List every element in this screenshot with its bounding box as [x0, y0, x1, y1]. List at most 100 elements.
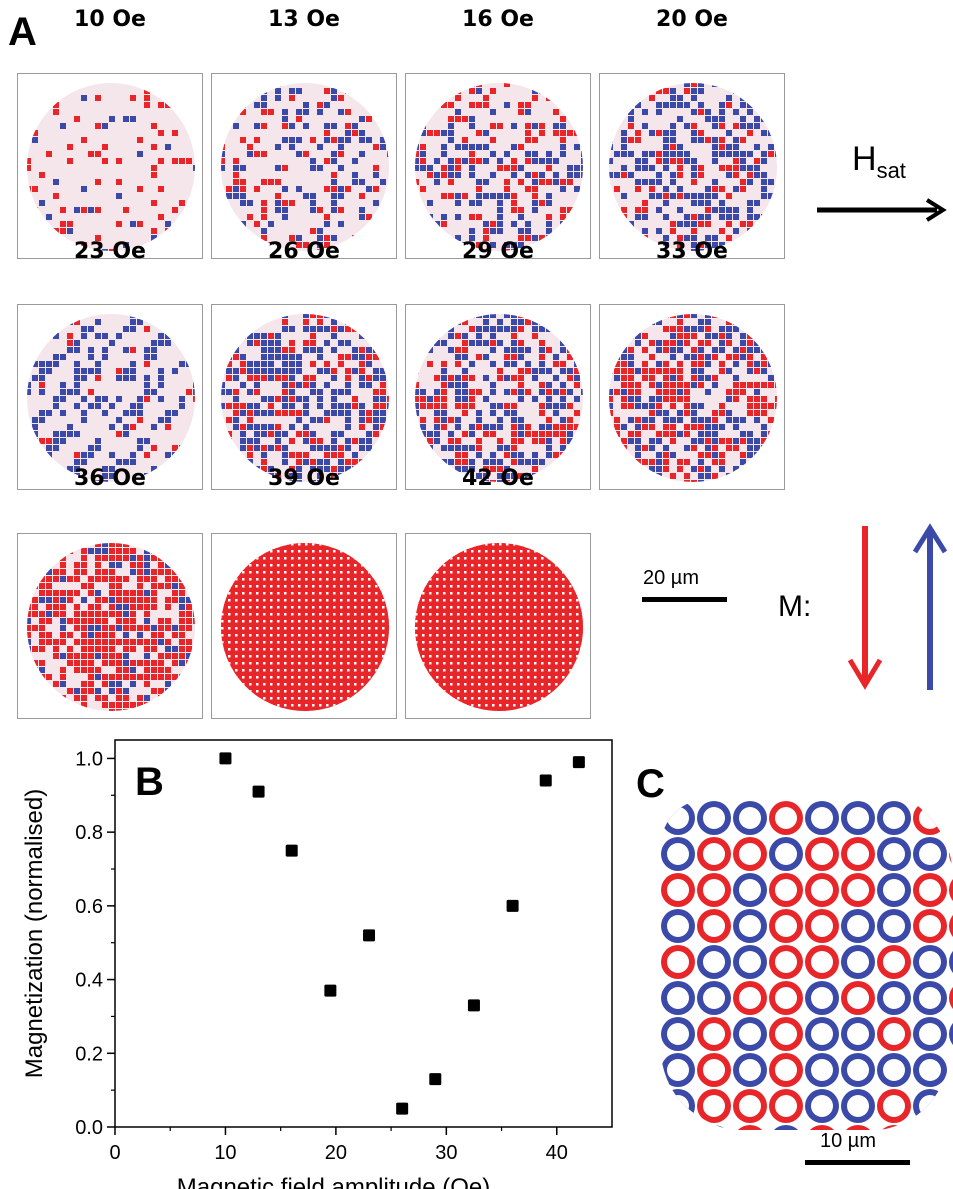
data-point — [539, 774, 552, 787]
y-tick-label: 0.4 — [75, 970, 103, 992]
hsat-sub: sat — [876, 157, 906, 183]
y-axis-label: Magnetization (normalised) — [21, 789, 48, 1078]
antidot-hole — [739, 915, 761, 937]
antidot-hole — [703, 987, 725, 1009]
field-label: 16 Oe — [462, 7, 534, 32]
domain-pattern — [221, 314, 389, 482]
domain-ring — [769, 1125, 803, 1130]
panel-label-c: C — [636, 762, 665, 806]
y-tick-label: 0.6 — [75, 896, 103, 918]
antidot-hole — [703, 879, 725, 901]
y-tick-label: 0.0 — [75, 1117, 103, 1139]
domain-ring — [949, 909, 953, 943]
field-label: 10 Oe — [74, 7, 146, 32]
antidot-hole — [739, 1059, 761, 1081]
antidot-hole — [883, 987, 905, 1009]
antidot-hole — [811, 843, 833, 865]
field-label: 33 Oe — [656, 239, 728, 264]
antidot-hole — [775, 915, 797, 937]
domain-ring — [733, 1125, 767, 1130]
data-point — [506, 899, 519, 912]
field-image — [211, 73, 397, 259]
antidot-hole — [919, 987, 941, 1009]
field-image — [211, 304, 397, 490]
antidot-hole — [703, 1059, 725, 1081]
antidot-hole — [883, 1095, 905, 1117]
domain-pattern — [415, 83, 583, 251]
antidot-hole — [739, 1095, 761, 1117]
antidot-hole — [811, 879, 833, 901]
field-image — [599, 304, 785, 490]
domain-ring — [913, 1125, 947, 1130]
field-image — [211, 533, 397, 719]
antidot-hole — [847, 951, 869, 973]
down-arrow-icon — [847, 526, 883, 690]
antidot-hole — [703, 1095, 725, 1117]
antidot-hole — [667, 987, 689, 1009]
field-label: 13 Oe — [268, 7, 340, 32]
antidot-hole — [847, 807, 869, 829]
domain-ring — [877, 1125, 911, 1130]
data-point — [219, 752, 232, 765]
field-label: 20 Oe — [656, 7, 728, 32]
antidot-hole — [883, 951, 905, 973]
antidot-hole — [739, 987, 761, 1009]
field-image — [17, 533, 203, 719]
field-image — [405, 533, 591, 719]
antidot-hole — [919, 1023, 941, 1045]
antidot-hole — [883, 807, 905, 829]
magnetization-chart: 0 10 20 30 40 0.0 0.2 0.4 0.6 0.8 1.0 Magnetic fiel… — [21, 739, 613, 1189]
domain-ring — [949, 801, 953, 835]
antidot-hole — [667, 843, 689, 865]
antidot-hole — [919, 879, 941, 901]
antidot-hole — [739, 1023, 761, 1045]
up-arrow-icon — [912, 523, 948, 690]
x-tick-label: 40 — [546, 1142, 568, 1164]
field-label: 39 Oe — [268, 466, 340, 491]
antidot-hole — [919, 915, 941, 937]
domain-pattern — [27, 543, 195, 711]
scalebar-a-label: 20 µm — [643, 567, 699, 589]
antidot-hole — [667, 915, 689, 937]
field-label: 23 Oe — [74, 239, 146, 264]
antidot-hole — [775, 1023, 797, 1045]
antidot-hole — [847, 1095, 869, 1117]
x-tick-label: 10 — [214, 1142, 236, 1164]
data-point — [467, 999, 480, 1012]
m-label: M: — [778, 590, 812, 623]
data-point — [396, 1102, 409, 1115]
field-image — [17, 73, 203, 259]
domain-pattern — [27, 314, 195, 482]
domain-ring — [949, 1125, 953, 1130]
field-label: 29 Oe — [462, 239, 534, 264]
antidot-hole — [919, 1095, 941, 1117]
domain-ring — [949, 945, 953, 979]
scalebar-c — [805, 1160, 910, 1165]
antidot-hole — [775, 1059, 797, 1081]
data-point — [572, 756, 585, 769]
antidot-hole — [847, 879, 869, 901]
antidot-hole — [811, 987, 833, 1009]
antidot-hole — [811, 807, 833, 829]
data-point — [429, 1073, 442, 1086]
x-tick-label: 30 — [435, 1142, 457, 1164]
antidot-hole — [919, 1059, 941, 1081]
antidot-hole — [775, 951, 797, 973]
data-point — [363, 929, 376, 942]
antidot-hole — [919, 843, 941, 865]
domain-ring — [949, 1017, 953, 1051]
field-image — [599, 73, 785, 259]
domain-ring — [949, 1089, 953, 1123]
x-axis-label: Magnetic field amplitude (Oe) — [177, 1174, 490, 1189]
magnetization-map-c — [661, 801, 953, 1130]
antidot-hole — [883, 1059, 905, 1081]
hsat-arrow-icon — [817, 198, 947, 222]
field-image — [405, 304, 591, 490]
antidot-hole — [847, 1023, 869, 1045]
antidot-hole — [775, 879, 797, 901]
antidot-hole — [667, 1059, 689, 1081]
domain-pattern — [221, 83, 389, 251]
y-tick-label: 1.0 — [75, 748, 103, 770]
antidot-hole — [847, 915, 869, 937]
antidot-hole — [883, 915, 905, 937]
